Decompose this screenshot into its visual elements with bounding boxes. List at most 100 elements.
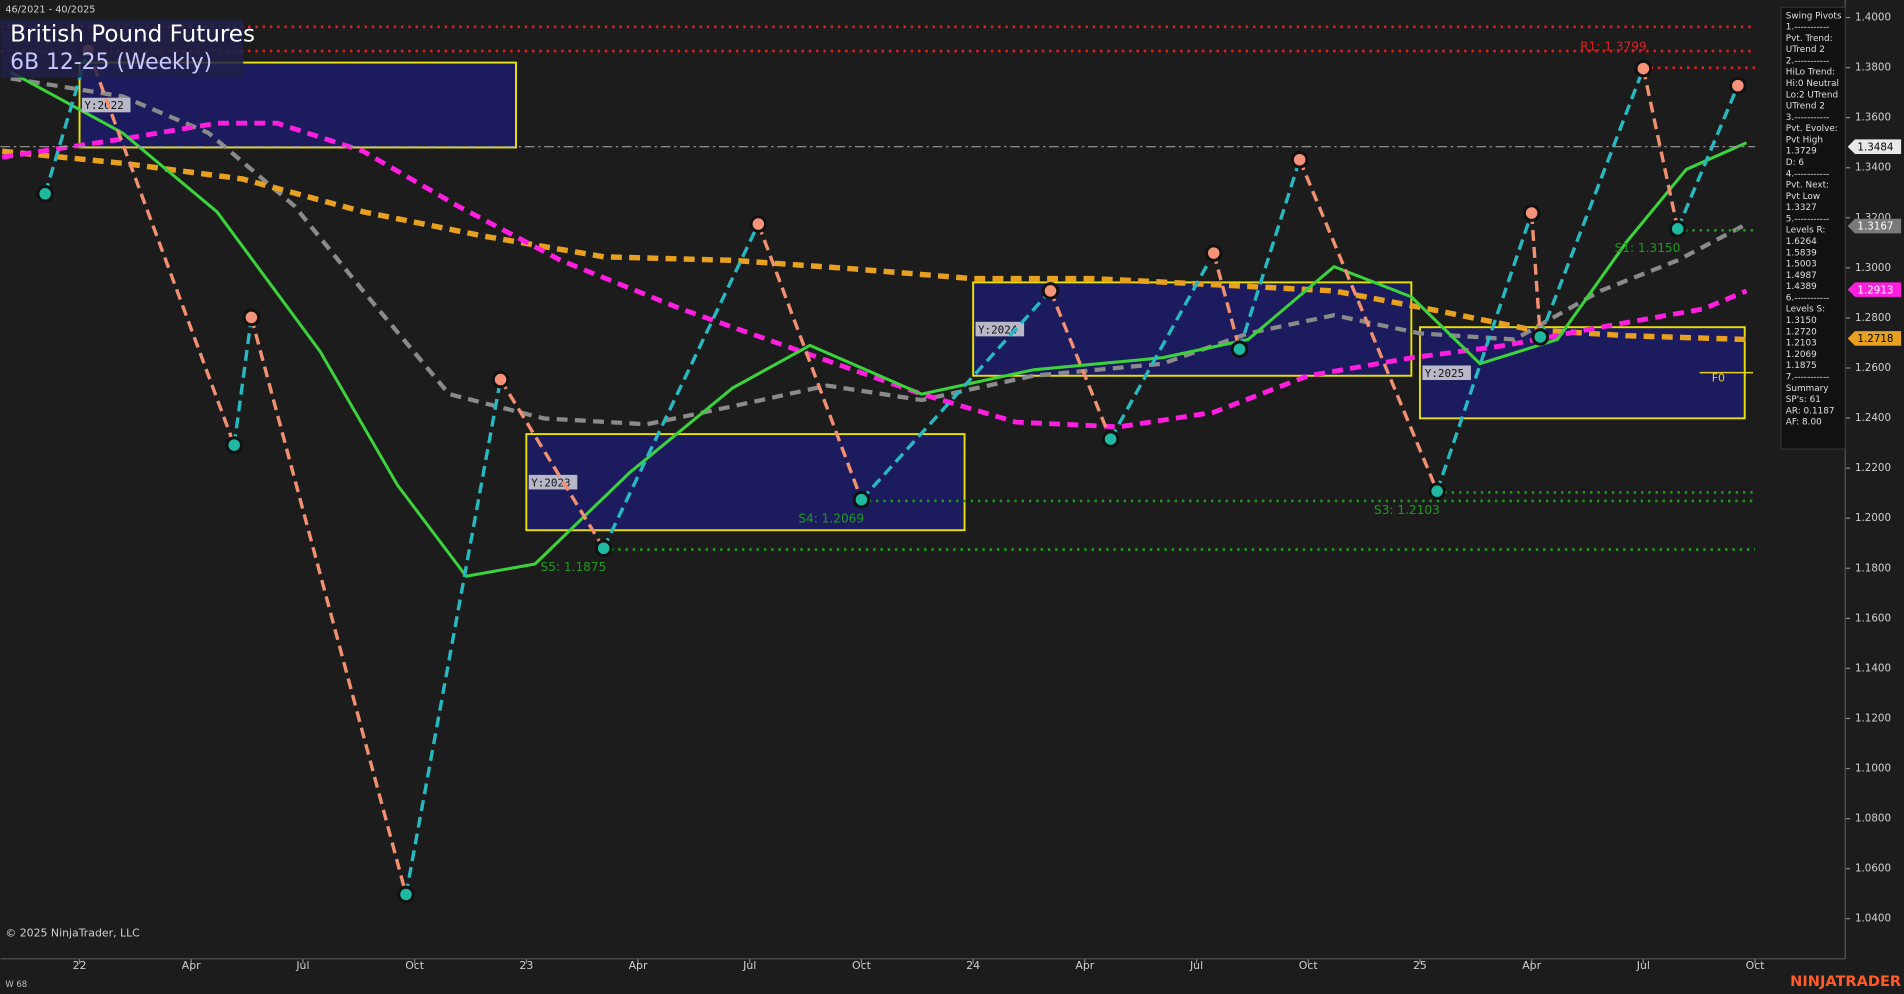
level-label: S3: 1.2103 xyxy=(1374,503,1440,517)
year-box-label: Y:2023 xyxy=(531,476,570,489)
info-line: Swing Pivots xyxy=(1786,11,1842,21)
x-tick-label: Apr xyxy=(1522,959,1541,972)
y-tick-label: 1.0400 xyxy=(1855,913,1891,925)
level-label: S1: 1.3150 xyxy=(1615,241,1681,255)
pivot-leg xyxy=(86,49,236,446)
info-line: Summary xyxy=(1786,384,1829,394)
y-tick-label: 1.0600 xyxy=(1855,863,1891,875)
chart-subtitle: 6B 12-25 (Weekly) xyxy=(10,50,212,75)
info-line: 1.3327 xyxy=(1786,203,1817,213)
info-line: 1.5839 xyxy=(1786,248,1817,258)
pivot-low xyxy=(1668,220,1687,238)
info-line: Pvt. Trend: xyxy=(1786,34,1833,44)
pivot-leg xyxy=(249,316,408,895)
year-box xyxy=(525,433,966,532)
info-line: HiLo Trend: xyxy=(1786,68,1835,78)
x-tick-label: Oct xyxy=(405,959,425,972)
pivot-high xyxy=(491,370,510,389)
pivot-high xyxy=(1290,150,1309,169)
pivot-leg xyxy=(1298,159,1439,492)
info-line: 4.----------- xyxy=(1786,169,1830,179)
info-line: UTrend 2 xyxy=(1786,102,1825,112)
info-line: 1.2069 xyxy=(1786,350,1817,360)
info-line: 1.1875 xyxy=(1786,361,1817,371)
x-tick-label: Oct xyxy=(1299,959,1319,972)
info-line: 1.2103 xyxy=(1786,339,1817,349)
price-tag xyxy=(1847,282,1902,297)
level-label: S5: 1.1875 xyxy=(541,560,607,574)
y-tick-label: 1.1800 xyxy=(1855,562,1891,574)
pivot-leg xyxy=(1676,84,1740,230)
pivot-high xyxy=(1041,282,1060,300)
price-tag xyxy=(1847,139,1902,154)
y-tick-label: 1.3800 xyxy=(1855,62,1891,74)
y-tick-label: 1.1000 xyxy=(1855,763,1891,775)
y-tick-label: 1.3600 xyxy=(1855,112,1891,124)
pivot-leg xyxy=(860,289,1052,501)
x-tick-label: Jul xyxy=(1636,959,1650,972)
year-box-label: Y:2025 xyxy=(1425,367,1464,380)
info-line: Pvt. Evolve: xyxy=(1786,124,1838,134)
title-backdrop xyxy=(0,19,244,78)
info-panel xyxy=(1780,6,1846,450)
y-tick-label: 1.1200 xyxy=(1855,712,1891,724)
chart-title: British Pound Futures xyxy=(10,22,255,48)
brand: NINJATRADER xyxy=(1790,973,1901,990)
x-tick-label: Apr xyxy=(1075,959,1094,972)
pivot-high xyxy=(1204,244,1223,262)
y-tick-label: 1.0800 xyxy=(1855,813,1891,825)
copyright: © 2025 NinjaTrader, LLC xyxy=(5,926,140,939)
year-box-label: Y:2022 xyxy=(84,99,123,112)
x-tick-label: Jul xyxy=(1189,959,1203,972)
y-tick-label: 1.2400 xyxy=(1855,412,1891,424)
year-box-tag xyxy=(1422,365,1471,381)
info-line: SP's: 61 xyxy=(1786,395,1821,405)
x-tick-label: Oct xyxy=(852,959,872,972)
pivot-high xyxy=(1729,76,1747,95)
f0-label: F0 xyxy=(1712,372,1725,385)
x-tick-label: Jul xyxy=(295,959,309,972)
pivot-leg xyxy=(1529,212,1542,338)
info-line: 1.6264 xyxy=(1786,237,1817,247)
info-line: Pvt High xyxy=(1786,135,1823,145)
info-line: 3.----------- xyxy=(1786,113,1830,123)
y-tick-label: 1.2600 xyxy=(1855,362,1891,374)
x-tick-label: Apr xyxy=(182,959,201,972)
price-tag xyxy=(1847,331,1902,346)
info-line: D: 6 xyxy=(1786,158,1805,168)
price-tag-label: 1.2913 xyxy=(1857,284,1893,296)
info-line: 1.4389 xyxy=(1786,282,1817,292)
info-line: 1.2720 xyxy=(1786,327,1817,337)
pivot-low xyxy=(594,539,613,558)
pivot-leg xyxy=(1641,68,1680,230)
info-line: Lo:2 UTrend xyxy=(1786,90,1838,100)
moving-average xyxy=(10,76,1748,427)
level-label: S4: 1.2069 xyxy=(798,512,864,526)
info-line: AF: 8.00 xyxy=(1786,418,1822,428)
level-label: R1: 1.3799 xyxy=(1580,40,1647,54)
info-line: Hi:0 Neutral xyxy=(1786,79,1839,89)
pivot-high xyxy=(1634,59,1653,78)
pivot-leg xyxy=(602,223,760,549)
info-line: 5.----------- xyxy=(1786,214,1830,224)
x-tick-label: Apr xyxy=(629,959,648,972)
pivot-leg xyxy=(1538,67,1645,338)
x-tick-label: 25 xyxy=(1413,959,1427,972)
pivot-low xyxy=(1101,430,1120,448)
y-tick-label: 1.1600 xyxy=(1855,612,1891,624)
moving-average xyxy=(10,70,1748,578)
year-box xyxy=(972,281,1413,377)
pivot-low xyxy=(397,885,415,904)
x-tick-label: 24 xyxy=(966,959,980,972)
pivot-low xyxy=(225,436,243,454)
moving-average xyxy=(1,120,1748,430)
y-tick-label: 1.4000 xyxy=(1855,12,1891,24)
y-tick-label: 1.2200 xyxy=(1855,462,1891,474)
price-tag-label: 1.3484 xyxy=(1857,141,1893,153)
info-line: Levels S: xyxy=(1786,305,1825,315)
x-tick-label: Oct xyxy=(1746,959,1766,972)
y-tick-label: 1.1400 xyxy=(1855,662,1891,674)
x-tick-label: 23 xyxy=(519,959,533,972)
info-line: Levels R: xyxy=(1786,226,1826,236)
pivot-low xyxy=(1428,482,1446,500)
